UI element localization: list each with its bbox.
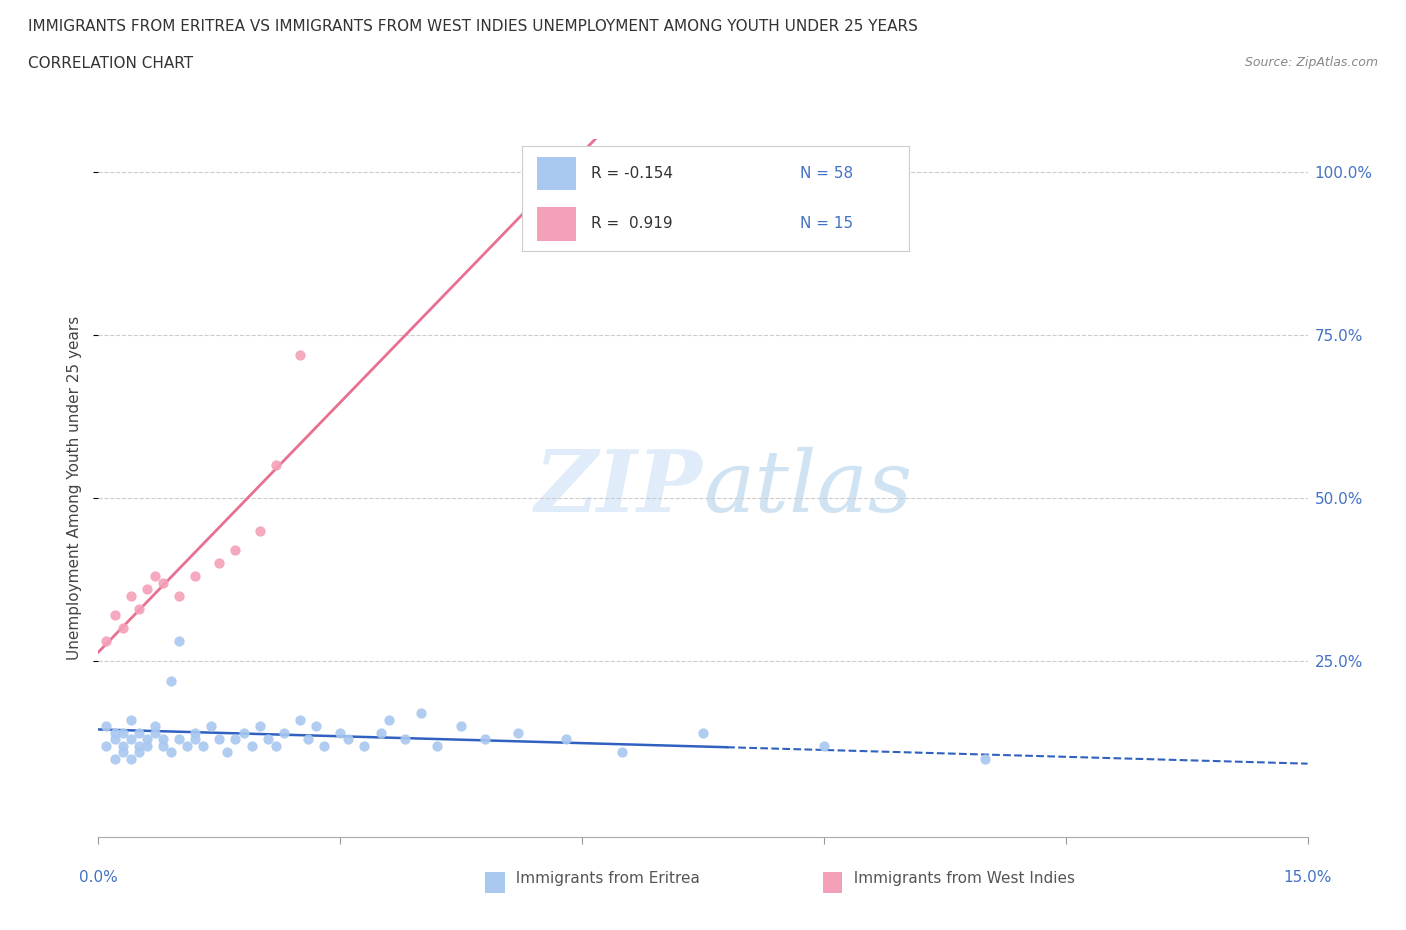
- Point: [176, 738, 198, 753]
- Point: [288, 347, 311, 362]
- Point: [96, 634, 118, 649]
- Point: [167, 634, 190, 649]
- Point: [426, 738, 449, 753]
- Point: [184, 725, 207, 740]
- Point: [377, 712, 399, 727]
- Point: [103, 732, 125, 747]
- Point: [394, 732, 416, 747]
- Point: [184, 732, 207, 747]
- Point: [288, 712, 311, 727]
- Point: [128, 725, 150, 740]
- Point: [184, 569, 207, 584]
- Point: [167, 589, 190, 604]
- Point: [200, 719, 222, 734]
- Point: [103, 751, 125, 766]
- Point: [813, 738, 835, 753]
- Point: [96, 738, 118, 753]
- Point: [135, 738, 157, 753]
- Point: [111, 745, 134, 760]
- Point: [152, 576, 174, 591]
- Point: [135, 732, 157, 747]
- Point: [370, 725, 392, 740]
- Point: [329, 725, 352, 740]
- Text: CORRELATION CHART: CORRELATION CHART: [28, 56, 193, 71]
- Point: [167, 732, 190, 747]
- Point: [208, 732, 231, 747]
- Point: [297, 732, 319, 747]
- Text: 15.0%: 15.0%: [1284, 870, 1331, 884]
- Point: [103, 725, 125, 740]
- Point: [128, 738, 150, 753]
- Point: [111, 621, 134, 636]
- Point: [160, 745, 183, 760]
- Point: [224, 543, 246, 558]
- Point: [193, 738, 215, 753]
- Point: [96, 719, 118, 734]
- Point: [974, 751, 997, 766]
- Point: [450, 719, 472, 734]
- Point: [612, 745, 634, 760]
- Text: atlas: atlas: [703, 447, 912, 529]
- Point: [224, 732, 246, 747]
- Text: IMMIGRANTS FROM ERITREA VS IMMIGRANTS FROM WEST INDIES UNEMPLOYMENT AMONG YOUTH : IMMIGRANTS FROM ERITREA VS IMMIGRANTS FR…: [28, 19, 918, 33]
- Point: [474, 732, 496, 747]
- Point: [120, 712, 142, 727]
- Point: [337, 732, 360, 747]
- Point: [409, 706, 432, 721]
- Point: [128, 602, 150, 617]
- Point: [264, 738, 287, 753]
- Point: [217, 745, 239, 760]
- Text: 0.0%: 0.0%: [79, 870, 118, 884]
- Point: [555, 732, 578, 747]
- Point: [160, 673, 183, 688]
- Point: [249, 524, 271, 538]
- Point: [256, 732, 278, 747]
- Point: [264, 458, 287, 472]
- Point: [152, 738, 174, 753]
- Point: [120, 751, 142, 766]
- Point: [120, 732, 142, 747]
- Point: [111, 738, 134, 753]
- Point: [232, 725, 254, 740]
- Point: [143, 569, 166, 584]
- Point: [314, 738, 336, 753]
- Point: [208, 556, 231, 571]
- Point: [240, 738, 263, 753]
- Text: Immigrants from Eritrea: Immigrants from Eritrea: [506, 871, 700, 886]
- Point: [152, 732, 174, 747]
- Point: [103, 608, 125, 623]
- Text: Immigrants from West Indies: Immigrants from West Indies: [844, 871, 1074, 886]
- Point: [111, 725, 134, 740]
- Point: [143, 719, 166, 734]
- Y-axis label: Unemployment Among Youth under 25 years: Unemployment Among Youth under 25 years: [67, 316, 83, 660]
- Point: [305, 719, 328, 734]
- Point: [135, 582, 157, 597]
- Point: [120, 589, 142, 604]
- Text: ZIP: ZIP: [536, 446, 703, 530]
- Point: [506, 725, 529, 740]
- Point: [249, 719, 271, 734]
- Point: [353, 738, 375, 753]
- Text: Source: ZipAtlas.com: Source: ZipAtlas.com: [1244, 56, 1378, 69]
- Point: [128, 745, 150, 760]
- Point: [273, 725, 295, 740]
- Point: [143, 725, 166, 740]
- Point: [692, 725, 714, 740]
